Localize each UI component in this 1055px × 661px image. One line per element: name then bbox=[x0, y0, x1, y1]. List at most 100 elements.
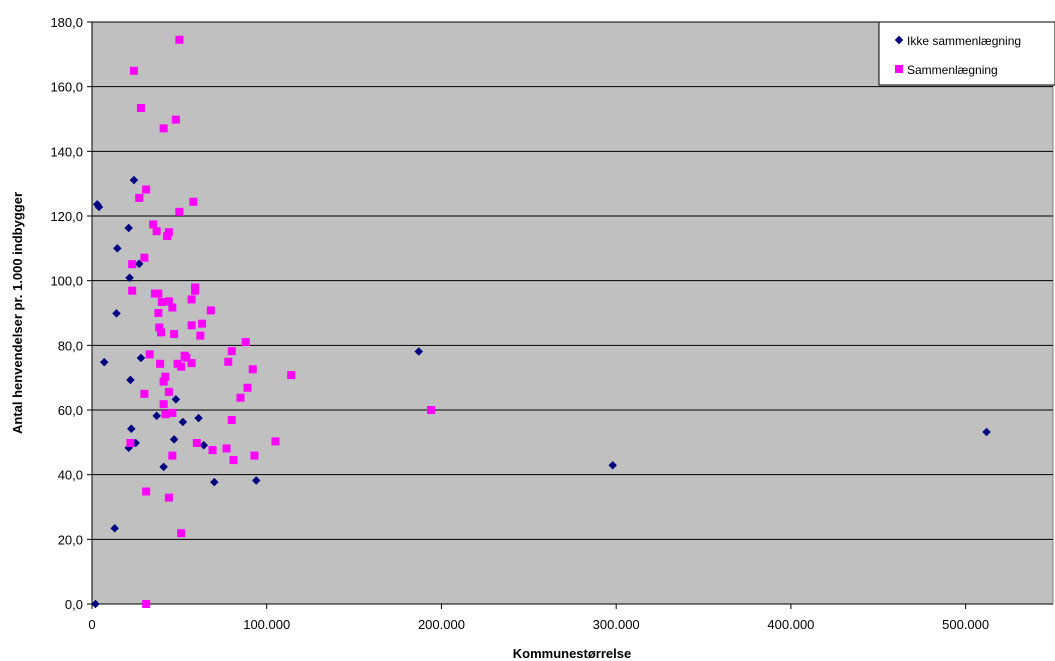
data-point-square bbox=[126, 438, 135, 447]
data-point-diamond bbox=[126, 424, 136, 434]
x-tick-label: 0 bbox=[88, 617, 95, 632]
data-point-square bbox=[135, 193, 144, 202]
y-tick-label: 40,0 bbox=[58, 468, 83, 483]
data-point-square bbox=[236, 393, 245, 402]
data-point-diamond bbox=[99, 357, 109, 367]
data-point-square bbox=[140, 253, 149, 262]
plot-area bbox=[91, 21, 1054, 605]
legend: Ikke sammenlægning Sammenlægning bbox=[878, 21, 1055, 86]
y-axis-title: Antal henvendelser pr. 1.000 indbygger bbox=[10, 192, 25, 434]
legend-label: Ikke sammenlægning bbox=[907, 34, 1021, 48]
data-point-diamond bbox=[152, 411, 162, 421]
data-point-square bbox=[248, 365, 257, 374]
data-point-diamond bbox=[169, 435, 179, 444]
data-point-square bbox=[164, 297, 173, 306]
data-point-diamond bbox=[414, 347, 424, 356]
y-tick-label: 80,0 bbox=[58, 338, 83, 353]
y-tick-label: 140,0 bbox=[50, 144, 83, 159]
data-point-diamond bbox=[124, 223, 134, 233]
data-point-diamond bbox=[129, 175, 139, 185]
x-tick-label: 300.000 bbox=[593, 617, 640, 632]
x-tick-label: 400.000 bbox=[767, 617, 814, 632]
data-point-square bbox=[164, 387, 173, 396]
data-point-square bbox=[206, 306, 215, 315]
data-point-square bbox=[155, 323, 164, 332]
x-tick-label: 100.000 bbox=[243, 617, 290, 632]
x-tick-label: 500.000 bbox=[942, 617, 989, 632]
y-tick-label: 120,0 bbox=[50, 209, 83, 224]
x-axis: 0 100.000 200.000 300.000 400.000 500.000 bbox=[88, 603, 1053, 632]
data-point-square bbox=[154, 289, 163, 298]
data-point-square bbox=[128, 260, 137, 269]
series-sammenlaegning bbox=[126, 35, 435, 608]
data-point-square bbox=[159, 124, 168, 133]
data-point-square bbox=[163, 232, 172, 241]
data-point-square bbox=[157, 328, 166, 337]
data-point-square bbox=[227, 416, 236, 425]
data-point-square bbox=[129, 66, 138, 75]
data-point-diamond bbox=[982, 427, 991, 437]
data-point-diamond bbox=[159, 462, 168, 472]
legend-label: Sammenlægning bbox=[907, 63, 998, 77]
data-point-square bbox=[145, 350, 154, 359]
data-point-diamond bbox=[126, 375, 135, 385]
data-point-square bbox=[196, 331, 205, 340]
y-tick-label: 0,0 bbox=[65, 597, 83, 612]
data-point-square bbox=[142, 487, 151, 496]
data-point-square bbox=[241, 338, 250, 347]
data-point-square bbox=[222, 444, 231, 453]
data-point-diamond bbox=[134, 259, 144, 269]
data-point-square bbox=[164, 493, 173, 502]
data-point-square bbox=[224, 357, 233, 366]
data-point-square bbox=[157, 298, 166, 307]
data-point-square bbox=[159, 400, 168, 409]
legend-box bbox=[878, 21, 1055, 86]
y-tick-label: 20,0 bbox=[58, 532, 83, 547]
data-point-diamond bbox=[94, 202, 104, 212]
data-point-square bbox=[227, 347, 236, 356]
x-axis-title: Kommunestørrelse bbox=[513, 646, 631, 661]
x-tick-label: 200.000 bbox=[418, 617, 465, 632]
data-point-square bbox=[170, 330, 179, 339]
data-point-square bbox=[189, 197, 198, 206]
data-point-square bbox=[175, 35, 184, 44]
data-point-square bbox=[161, 372, 170, 381]
data-point-square bbox=[208, 446, 217, 455]
data-point-square bbox=[142, 185, 151, 194]
data-point-square bbox=[187, 295, 196, 304]
data-point-square bbox=[152, 227, 161, 236]
data-point-square bbox=[161, 410, 170, 419]
data-point-square bbox=[149, 220, 158, 229]
legend-items: Ikke sammenlægning Sammenlægning bbox=[894, 34, 1021, 77]
data-point-square bbox=[171, 115, 180, 124]
data-point-square bbox=[159, 377, 168, 386]
data-point-square bbox=[243, 383, 252, 392]
data-point-square bbox=[191, 286, 200, 295]
data-point-diamond bbox=[112, 243, 122, 253]
data-point-diamond bbox=[136, 353, 146, 363]
y-tick-label: 100,0 bbox=[50, 274, 83, 289]
data-points bbox=[91, 35, 991, 609]
data-point-square bbox=[187, 359, 196, 368]
data-point-square bbox=[182, 353, 191, 362]
data-point-square bbox=[136, 104, 145, 113]
data-point-square bbox=[175, 207, 184, 216]
data-point-square bbox=[154, 309, 163, 317]
legend-marker-diamond bbox=[894, 35, 904, 45]
y-tick-label: 160,0 bbox=[50, 80, 83, 95]
data-point-square bbox=[168, 408, 177, 417]
gridlines bbox=[92, 21, 1053, 540]
data-point-diamond bbox=[199, 440, 209, 450]
data-point-diamond bbox=[608, 460, 618, 470]
data-point-square bbox=[168, 451, 177, 460]
data-point-square bbox=[250, 451, 259, 460]
data-point-square bbox=[168, 303, 177, 312]
data-point-square bbox=[192, 438, 201, 447]
data-point-diamond bbox=[110, 523, 120, 533]
data-point-square bbox=[287, 371, 296, 380]
data-point-square bbox=[426, 406, 435, 414]
y-tick-label: 60,0 bbox=[58, 403, 83, 418]
data-point-diamond bbox=[125, 273, 134, 283]
data-point-diamond bbox=[194, 413, 203, 423]
